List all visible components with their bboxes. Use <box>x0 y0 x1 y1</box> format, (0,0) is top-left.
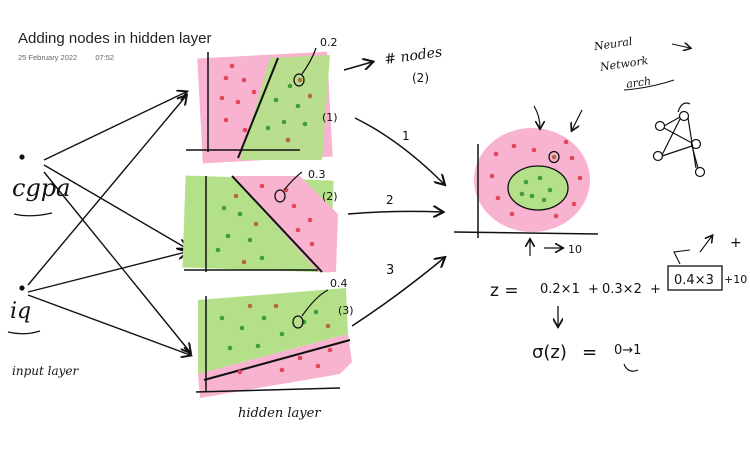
input-layer-label: input layer <box>12 364 79 378</box>
nn-arch-line2: Network <box>598 54 649 74</box>
eq-sigma-tick <box>623 363 639 372</box>
page-meta: 25 February 2022 07:52 <box>18 53 114 62</box>
hidden-node-3-index: (3) <box>338 304 354 317</box>
cgpa-label: cgpa <box>12 174 70 202</box>
eq-sigma-range: 0→1 <box>614 343 641 358</box>
mini-network-diagram <box>652 102 706 178</box>
iq-node <box>19 285 25 291</box>
cgpa-underline <box>13 212 53 217</box>
hidden-node-2-weight: 0.3 <box>308 168 326 181</box>
nn-arch-underline <box>623 79 675 91</box>
eq-sigma: σ(z) <box>532 342 567 363</box>
hidden-node-3-weight: 0.4 <box>330 277 348 290</box>
nn-arch-line1: Neural <box>592 35 633 53</box>
nodes-count-label: # nodes <box>383 44 443 68</box>
hidden-layer-label: hidden layer <box>238 406 321 421</box>
eq-term3: 0.4×3 <box>674 273 714 288</box>
eq-box-arrow-2 <box>699 236 712 253</box>
hidden-node-1-index: (1) <box>322 111 338 124</box>
eq-plus1: + <box>588 282 599 297</box>
eq-bias: +10 <box>724 273 747 286</box>
page-title: Adding nodes in hidden layer <box>18 30 212 47</box>
page-time: 07:52 <box>95 53 115 62</box>
eq-z-lhs: z = <box>490 281 519 301</box>
arrow-3-label: 3 <box>386 263 394 278</box>
nn-arch-arrow <box>671 44 690 48</box>
eq-plus2: + <box>650 282 661 297</box>
iq-underline <box>7 330 41 335</box>
eq-extra-plus: + <box>730 235 742 251</box>
cgpa-node <box>19 154 25 160</box>
arrow-2-label: 2 <box>386 193 394 207</box>
nodes-count-value: (2) <box>412 71 429 85</box>
eq-term1: 0.2×1 <box>540 282 580 297</box>
hidden-node-1-weight: 0.2 <box>320 36 338 49</box>
hidden-node-3-plot <box>195 288 352 398</box>
eq-sigma-eq: = <box>582 342 597 363</box>
output-node-plot <box>453 105 599 256</box>
output-axis-label: 10 <box>568 243 582 256</box>
hidden-node-2-plot <box>182 171 338 273</box>
iq-label: iq <box>10 299 31 324</box>
hidden-node-2-index: (2) <box>322 190 338 203</box>
page-date: 25 February 2022 <box>18 53 78 62</box>
hidden-node-1-plot <box>186 47 333 164</box>
eq-term2: 0.3×2 <box>602 282 642 297</box>
input-connections <box>27 92 190 355</box>
eq-term3-box <box>667 265 723 291</box>
hidden-to-output-arrows <box>343 62 444 327</box>
eq-box-arrow <box>673 249 691 265</box>
equation: z = 0.2×1 + 0.3×2 + 0.4×3 +10 + σ(z) = 0… <box>490 235 747 372</box>
arrow-1-label: 1 <box>402 129 410 143</box>
